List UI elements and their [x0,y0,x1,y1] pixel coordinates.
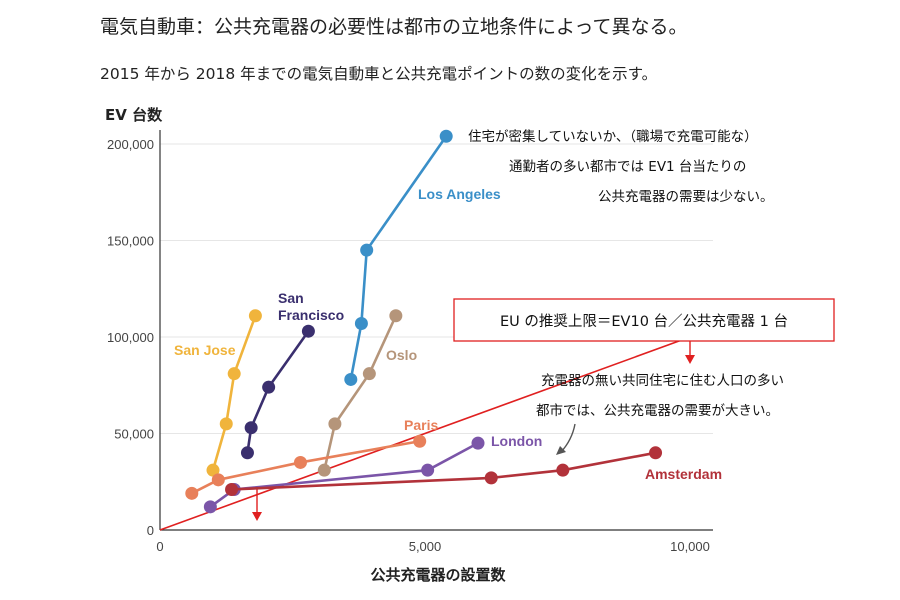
data-point-los-angeles [354,316,368,330]
x-tick-label: 0 [156,539,163,554]
eu-arrow-left-head [252,512,262,521]
series-san-francisco: San Francisco [240,290,344,460]
data-point-amsterdam [484,471,498,485]
data-point-london [471,436,485,450]
data-point-los-angeles [344,372,358,386]
series-label-san-jose: San Jose [174,342,236,358]
data-point-los-angeles [439,129,453,143]
data-point-amsterdam [649,446,663,460]
data-point-san-jose [227,367,241,381]
data-point-san-jose [248,309,262,323]
dense-note-line-2: 都市では、公共充電器の需要が大きい。 [536,402,779,419]
data-point-oslo [328,417,342,431]
series-oslo: Oslo [317,309,417,477]
x-axis-ticks: 0 5,000 10,000 [156,539,710,554]
series-label-oslo: Oslo [386,347,417,363]
data-point-amsterdam [225,482,239,496]
series-label-amsterdam: Amsterdam [645,466,722,482]
chart-subtitle: 2015 年から 2018 年までの電気自動車と公共充電ポイントの数の変化を示す… [100,65,658,83]
x-axis-title: 公共充電器の設置数 [370,566,506,584]
data-point-paris [293,455,307,469]
series-line-los-angeles [349,135,448,380]
data-point-london [421,463,435,477]
x-tick-label: 5,000 [409,539,442,554]
series-line-london [209,442,479,508]
data-point-san-jose [206,463,220,477]
series-line-amsterdam [231,451,656,491]
data-point-san-francisco [301,324,315,338]
data-point-paris [413,434,427,448]
data-point-san-francisco [240,446,254,460]
eu-limit-label: EU の推奨上限＝EV10 台／公共充電器 1 台 [500,313,788,330]
data-point-san-francisco [244,421,258,435]
series-group: San Jose San Francisco Oslo Los Angeles Paris… [174,129,722,514]
london-pointer-arrow [560,423,576,453]
y-tick-label: 50,000 [114,427,154,442]
y-tick-label: 200,000 [107,137,154,152]
y-axis-title: EV 台数 [105,106,163,124]
chart-title: 電気自動車：公共充電器の必要性は都市の立地条件によって異なる。 [100,16,688,38]
series-paris: Paris [185,417,438,500]
y-tick-label: 0 [147,523,154,538]
la-note-line-1: 住宅が密集していないか、（職場で充電可能な） [468,128,758,145]
la-note-line-3: 公共充電器の需要は少ない。 [598,189,774,205]
data-point-san-francisco [262,380,276,394]
series-london: London [203,433,542,514]
data-point-london [203,500,217,514]
eu-reference [159,336,695,531]
eu-reference-line [159,336,691,531]
series-amsterdam: Amsterdam [225,446,722,496]
data-point-paris [211,473,225,487]
data-point-los-angeles [360,243,374,257]
data-point-oslo [317,463,331,477]
series-label-paris: Paris [404,417,438,433]
data-point-amsterdam [556,463,570,477]
data-point-oslo [362,367,376,381]
series-line-san-jose [211,315,257,471]
dense-note-line-1: 充電器の無い共同住宅に住む人口の多い [541,372,784,389]
series-label-london: London [491,433,542,449]
series-label-san-francisco: San Francisco [278,290,344,323]
la-note-line-2: 通勤者の多い都市では EV1 台当たりの [509,158,746,175]
y-tick-label: 150,000 [107,234,154,249]
eu-limit-box [453,298,835,342]
series-line-oslo [323,315,398,471]
series-line-paris [191,439,420,495]
london-pointer-arrowhead [556,446,566,455]
series-los-angeles: Los Angeles [344,129,501,386]
series-line-san-francisco [246,330,310,453]
series-label-los-angeles: Los Angeles [418,186,501,202]
series-san-jose: San Jose [174,309,262,477]
eu-arrow-right-head [685,355,695,364]
data-point-san-jose [219,417,233,431]
data-point-oslo [389,309,403,323]
y-axis-ticks: 0 50,000 100,000 150,000 200,000 [107,137,154,538]
data-point-paris [185,486,199,500]
x-tick-label: 10,000 [670,539,710,554]
y-tick-label: 100,000 [107,330,154,345]
